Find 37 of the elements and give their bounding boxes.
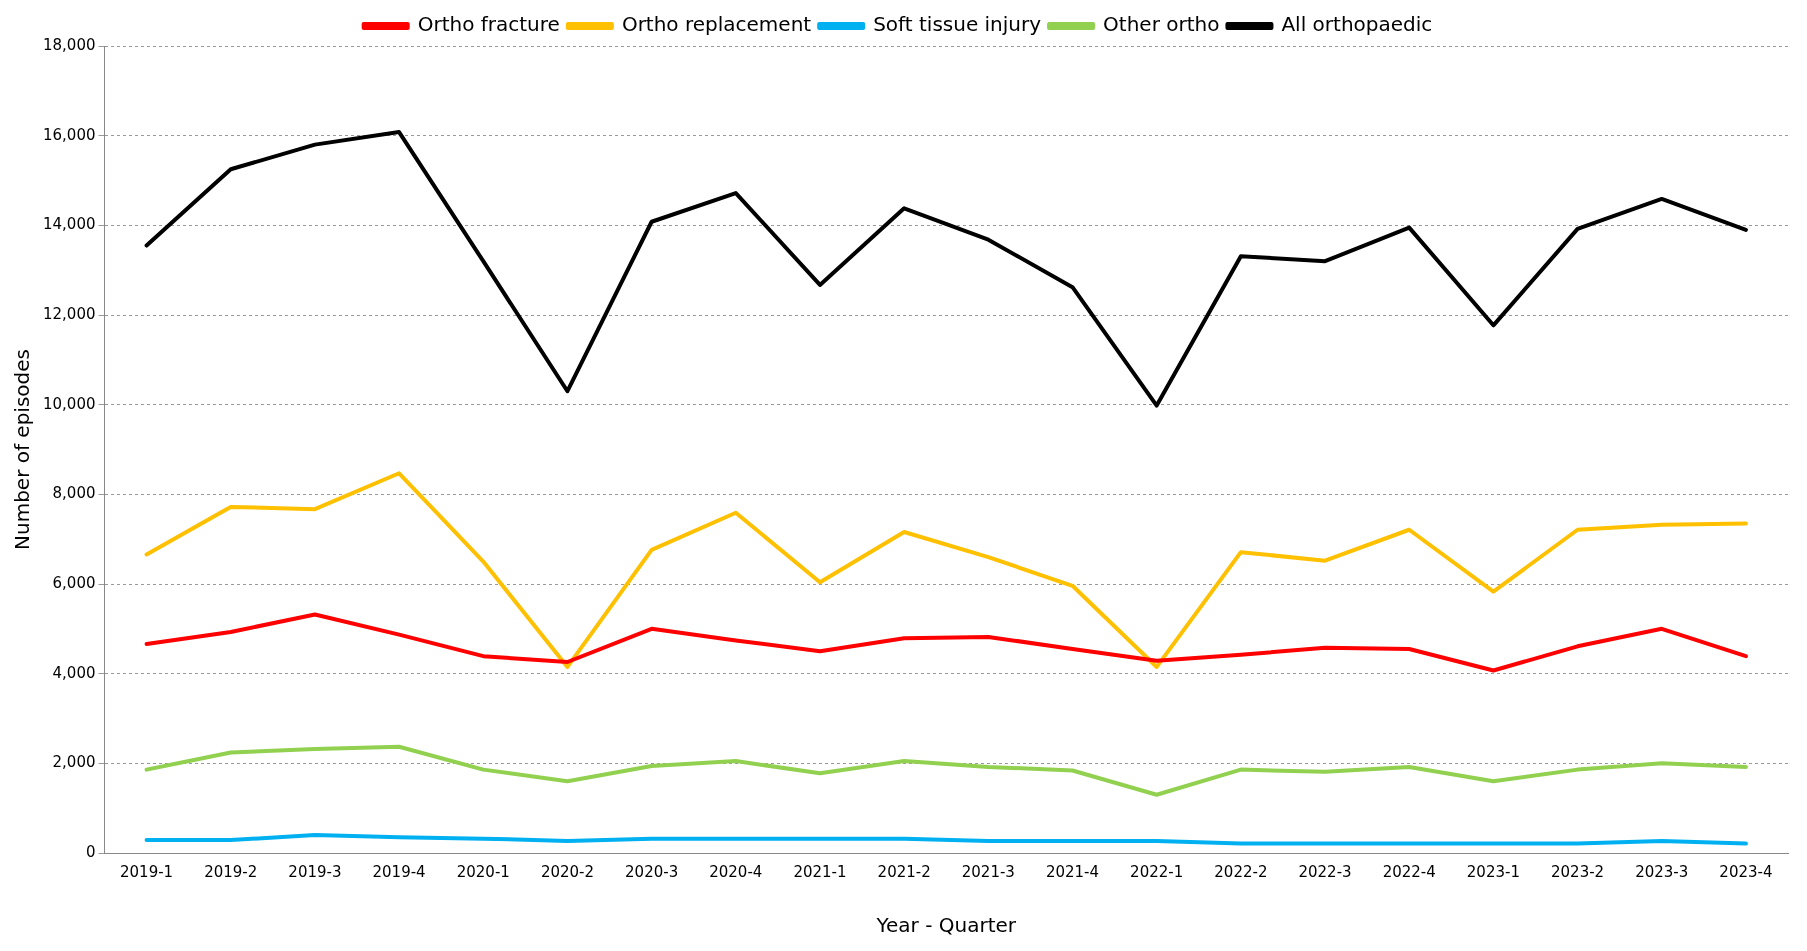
x-tick-label: 2020-3 bbox=[625, 862, 679, 881]
x-tick-label: 2019-1 bbox=[120, 862, 174, 881]
x-tick-label: 2021-1 bbox=[793, 862, 847, 881]
x-tick-label: 2020-1 bbox=[456, 862, 510, 881]
x-tick-label: 2019-2 bbox=[204, 862, 258, 881]
legend-label: Ortho fracture bbox=[417, 12, 560, 37]
legend-label: Ortho replacement bbox=[621, 12, 812, 37]
y-tick-label: 16,000 bbox=[42, 125, 96, 144]
y-tick-label: 12,000 bbox=[42, 304, 96, 323]
legend-label: Other ortho bbox=[1103, 12, 1220, 37]
y-tick-label: 2,000 bbox=[52, 753, 96, 772]
x-tick-label: 2019-3 bbox=[288, 862, 342, 881]
x-tick-label: 2022-1 bbox=[1130, 862, 1184, 881]
x-tick-label: 2022-4 bbox=[1382, 862, 1436, 881]
x-axis-title: Year - Quarter bbox=[875, 913, 1017, 938]
y-tick-label: 4,000 bbox=[52, 663, 96, 682]
x-tick-label: 2022-2 bbox=[1214, 862, 1268, 881]
x-tick-label: 2019-4 bbox=[372, 862, 426, 881]
y-tick-label: 14,000 bbox=[42, 215, 96, 234]
legend-label: Soft tissue injury bbox=[873, 12, 1042, 37]
x-tick-label: 2023-2 bbox=[1550, 862, 1605, 881]
x-tick-label: 2020-4 bbox=[709, 862, 763, 881]
y-tick-label: 0 bbox=[85, 842, 96, 861]
x-tick-label: 2021-3 bbox=[961, 862, 1015, 881]
x-tick-label: 2023-1 bbox=[1466, 862, 1520, 881]
y-tick-label: 10,000 bbox=[42, 394, 96, 413]
y-tick-label: 6,000 bbox=[52, 573, 96, 592]
y-axis-title: Number of episodes bbox=[10, 349, 35, 550]
y-tick-label: 18,000 bbox=[42, 35, 96, 54]
y-tick-label: 8,000 bbox=[52, 484, 96, 503]
x-tick-label: 2021-4 bbox=[1045, 862, 1100, 881]
x-tick-label: 2020-2 bbox=[540, 862, 595, 881]
x-tick-label: 2023-3 bbox=[1635, 862, 1689, 881]
x-tick-label: 2021-2 bbox=[877, 862, 931, 881]
legend-label: All orthopaedic bbox=[1281, 12, 1433, 37]
x-tick-label: 2023-4 bbox=[1719, 862, 1773, 881]
x-tick-label: 2022-3 bbox=[1298, 862, 1352, 881]
